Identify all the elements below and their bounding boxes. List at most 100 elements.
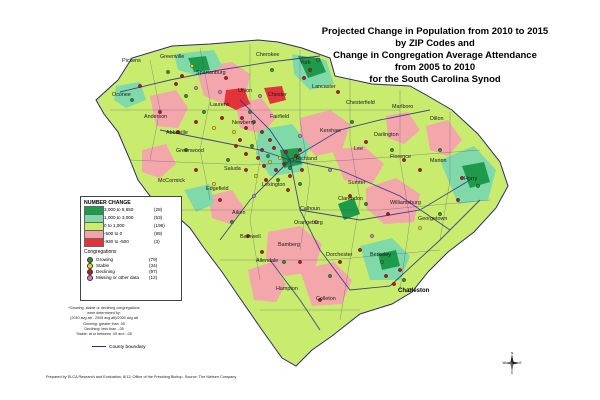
place-label: McCormick — [158, 178, 185, 184]
place-label: Aiken — [232, 210, 246, 216]
congregation-marker — [282, 260, 286, 264]
congregation-marker — [166, 70, 170, 74]
congregation-marker — [288, 166, 292, 170]
congregation-marker — [256, 156, 260, 160]
place-label: Lee — [354, 146, 363, 152]
zip-region-strong-decline — [264, 86, 286, 104]
congregation-marker — [408, 288, 412, 292]
place-label: Greenwood — [176, 148, 204, 154]
legend-count: (198) — [154, 223, 165, 228]
congregation-marker — [202, 110, 206, 114]
title-line: from 2005 to 2010 — [394, 62, 476, 73]
congregation-markers — [130, 58, 480, 302]
congregation-marker — [390, 148, 394, 152]
congregation-marker — [398, 268, 402, 272]
congregation-marker — [364, 140, 368, 144]
legend-congregation-row: Stable (34) — [87, 262, 181, 269]
map-title: Projected Change in Population from 2010… — [300, 26, 570, 86]
congregation-label: Missing or other data — [96, 274, 139, 280]
place-label: Richland — [296, 156, 317, 162]
congregation-marker — [460, 176, 464, 180]
congregation-marker — [240, 116, 244, 120]
congregation-marker — [266, 154, 270, 158]
place-label: Berkeley — [370, 252, 391, 258]
county-boundary-key: County boundary — [92, 345, 146, 350]
congregation-marker — [308, 68, 312, 72]
place-label: Fairfield — [270, 114, 289, 120]
congregation-marker — [248, 110, 252, 114]
congregation-marker — [272, 146, 276, 150]
congregation-marker — [224, 76, 228, 80]
legend-range: 0 to 1,000 — [104, 223, 125, 228]
congregation-marker — [246, 234, 250, 238]
congregation-marker — [218, 90, 222, 94]
congregation-marker — [274, 168, 278, 172]
congregation-marker — [384, 274, 388, 278]
congregation-marker — [194, 120, 198, 124]
congregation-marker — [290, 158, 294, 162]
congregation-marker — [184, 148, 188, 152]
congregation-marker — [260, 130, 264, 134]
place-label: Kershaw — [320, 128, 341, 134]
place-label: Marlboro — [392, 104, 413, 110]
zip-region-strong-decline — [224, 88, 250, 110]
congregation-marker — [392, 282, 396, 286]
congregation-marker — [262, 164, 266, 168]
place-label: Abbeville — [166, 130, 188, 136]
congregation-marker — [254, 174, 258, 178]
legend-class-row: 3,000 to 8,650 (28) — [84, 206, 181, 215]
title-line: Projected Change in Population from 2010… — [321, 26, 549, 37]
congregation-marker — [260, 250, 264, 254]
legend-class-row: 1,000 to 3,000 (53) — [84, 214, 181, 223]
congregation-marker — [234, 144, 238, 148]
congregation-marker — [252, 194, 256, 198]
congregation-marker — [218, 198, 222, 202]
place-label: York — [300, 60, 311, 66]
congregation-marker — [180, 74, 184, 78]
place-label: Williamsburg — [390, 200, 421, 206]
congregation-marker — [402, 158, 406, 162]
footnote-line: (2010 avg att - 2005 avg att)/2005 avg a… — [70, 316, 138, 321]
congregation-marker — [212, 182, 216, 186]
congregation-marker — [302, 76, 306, 80]
congregation-marker — [386, 212, 390, 216]
legend-classes: 3,000 to 8,650 (28) 1,000 to 3,000 (53) 0 to… — [81, 206, 181, 247]
zip-region-declining — [150, 90, 188, 128]
place-labels: Pickens Greenville Spartanburg Cherokee … — [112, 52, 477, 302]
congregation-marker — [244, 168, 248, 172]
place-label: Dillon — [430, 116, 443, 122]
zip-region-declining — [426, 120, 462, 156]
place-label: Hampton — [276, 286, 298, 292]
credits-line: Prepared by ELCA Research and Evaluation… — [46, 375, 237, 379]
congregation-marker — [284, 150, 288, 154]
legend-count: (53) — [154, 215, 163, 220]
congregation-marker — [328, 168, 332, 172]
legend-count: (99) — [154, 231, 163, 236]
congregation-marker — [282, 162, 286, 166]
congregation-marker — [238, 138, 242, 142]
legend-congregation-row: Growing (79) — [87, 256, 181, 263]
congregation-marker — [418, 226, 422, 230]
zip-region-declining — [332, 146, 384, 184]
congregation-marker — [252, 120, 256, 124]
congregation-marker — [190, 64, 194, 68]
place-label: Sumter — [348, 180, 366, 186]
legend-count: (28) — [154, 207, 163, 212]
congregation-marker — [158, 110, 162, 114]
congregation-label: Stable — [96, 262, 110, 268]
congregation-marker — [288, 174, 292, 178]
congregation-marker — [278, 156, 282, 160]
legend-class-row: -930 to -500 (3) — [84, 238, 181, 247]
zip-region-high-growth — [338, 198, 360, 220]
congregation-marker — [298, 148, 302, 152]
footnote-line: Declining: less than -.05 — [84, 326, 124, 331]
zip-region-high-growth — [462, 162, 490, 188]
congregation-marker — [294, 154, 298, 158]
place-label: Marion — [430, 158, 446, 164]
legend-class-row: -500 to 0 (99) — [84, 230, 181, 239]
congregation-marker — [476, 184, 480, 188]
legend-congregation-row: Declining (97) — [87, 268, 181, 275]
place-label: Saluda — [224, 166, 241, 172]
congregation-marker — [232, 130, 236, 134]
